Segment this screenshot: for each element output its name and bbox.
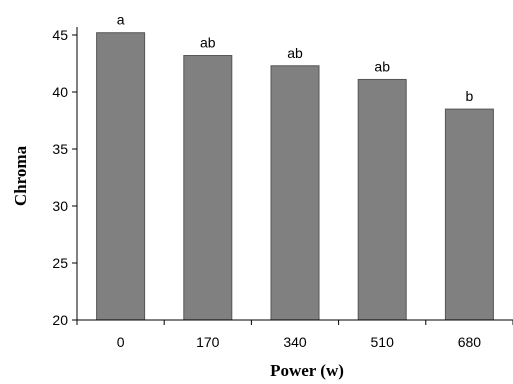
bar-170 — [183, 55, 233, 321]
y-tick-label: 30 — [52, 198, 68, 214]
y-tick-label: 25 — [52, 255, 68, 271]
x-tick-label: 510 — [371, 334, 395, 350]
data-label-680: b — [466, 88, 474, 104]
x-axis-title: Power (w) — [270, 361, 344, 380]
y-tick-label: 35 — [52, 141, 68, 157]
x-tick-label: 170 — [196, 334, 220, 350]
x-tick-label: 680 — [458, 334, 482, 350]
data-label-170: ab — [200, 35, 216, 51]
y-tick-label: 45 — [52, 27, 68, 43]
data-label-0: a — [117, 12, 125, 28]
x-tick-label: 340 — [283, 334, 307, 350]
y-tick-label: 40 — [52, 84, 68, 100]
bars-group — [96, 32, 494, 321]
bar-340 — [270, 65, 320, 321]
y-axis-title: Chroma — [11, 145, 30, 206]
y-tick-label: 20 — [52, 312, 68, 328]
x-ticks-group: 0 170 340 510 680 — [76, 320, 513, 350]
axes-group — [76, 27, 513, 321]
data-labels-group: a ab ab ab b — [117, 12, 474, 104]
x-tick-label: 0 — [117, 334, 125, 350]
data-label-340: ab — [287, 45, 303, 61]
bar-510 — [357, 78, 407, 321]
data-label-510: ab — [374, 58, 390, 74]
y-ticks-group: 20 25 30 35 40 45 — [52, 27, 77, 328]
bar-0 — [96, 32, 146, 321]
bar-680 — [444, 108, 494, 321]
